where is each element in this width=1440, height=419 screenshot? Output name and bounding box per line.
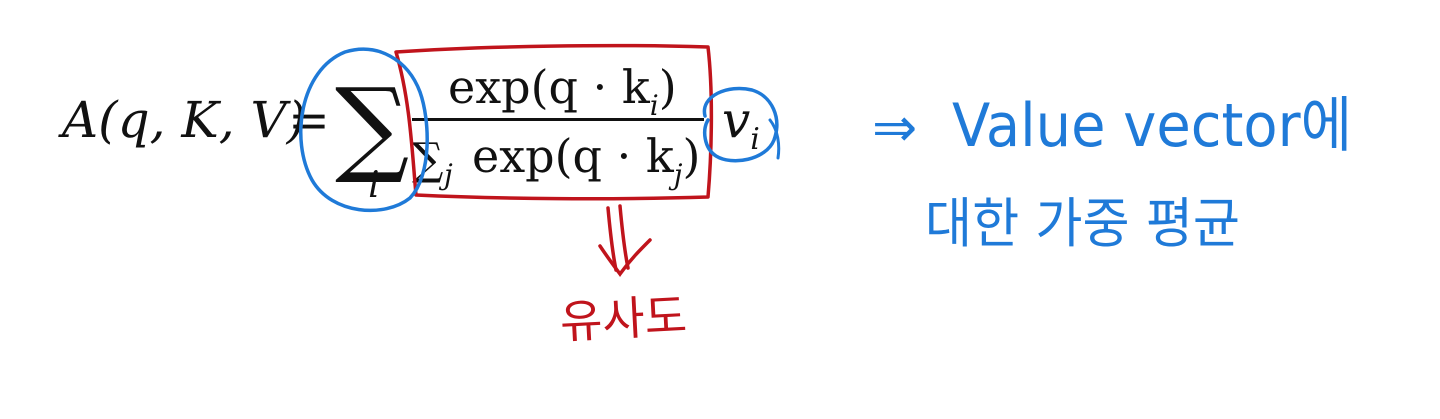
implies-arrow: ⇒ bbox=[872, 96, 917, 159]
svg-text:exp(q · kj): exp(q · kj) bbox=[472, 129, 700, 191]
value-vector-highlight-loop bbox=[702, 86, 779, 163]
weighted-average-annotation: ⇒ Value vector에 대한 가중 평균 bbox=[299, 47, 1352, 255]
value-vector-loop-tail bbox=[768, 118, 781, 160]
denominator-expression: exp(q · k bbox=[472, 129, 675, 183]
summation-index: i bbox=[368, 165, 380, 206]
summation-highlight-loop bbox=[299, 47, 429, 213]
down-double-arrow bbox=[598, 204, 652, 277]
numerator-expression: exp(q · k bbox=[448, 60, 651, 114]
weighted-average-line1: Value vector에 bbox=[952, 91, 1352, 161]
svg-text:vi: vi bbox=[722, 91, 760, 157]
similarity-label: 유사도 bbox=[559, 288, 689, 349]
denominator-close: ) bbox=[682, 129, 700, 183]
weighted-average-line2: 대한 가중 평균 bbox=[925, 192, 1240, 255]
formula-equals: = bbox=[288, 91, 330, 149]
value-vector: v bbox=[722, 91, 750, 149]
attention-formula: A(q, K, V) = ∑ i exp(q · ki) ∑ j exp(q ·… bbox=[58, 60, 760, 206]
numerator-subscript: i bbox=[650, 89, 659, 122]
summation-symbol: ∑ bbox=[335, 65, 409, 187]
similarity-annotation: 유사도 bbox=[394, 43, 714, 349]
value-vector-subscript: i bbox=[750, 122, 760, 157]
formula-lhs: A(q, K, V) bbox=[58, 91, 306, 149]
fraction-bar bbox=[412, 118, 704, 121]
fraction-numerator: exp(q · ki) bbox=[448, 60, 677, 122]
fraction-denominator: ∑ j exp(q · kj) bbox=[412, 129, 700, 191]
svg-text:exp(q · ki): exp(q · ki) bbox=[448, 60, 677, 122]
softmax-highlight-box bbox=[394, 43, 714, 201]
numerator-close: ) bbox=[659, 60, 677, 114]
